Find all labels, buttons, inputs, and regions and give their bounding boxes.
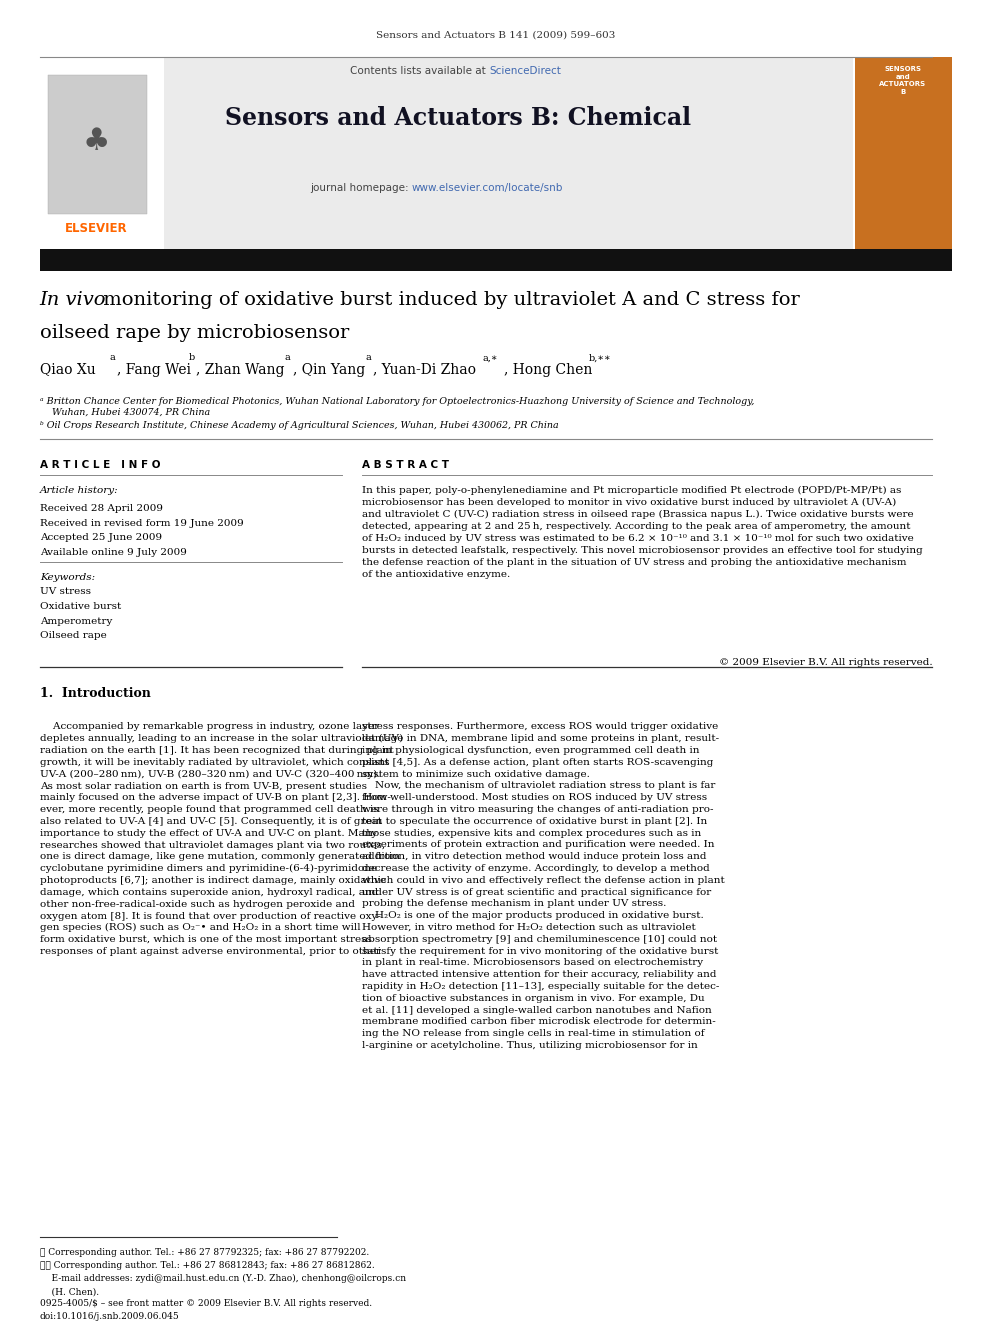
Text: , Fang Wei: , Fang Wei [117, 363, 191, 377]
Text: 1.  Introduction: 1. Introduction [40, 687, 151, 700]
Text: journal homepage:: journal homepage: [310, 183, 412, 193]
Text: In vivo: In vivo [40, 291, 106, 310]
Text: Received 28 April 2009: Received 28 April 2009 [40, 504, 163, 513]
Text: (H. Chen).: (H. Chen). [40, 1287, 99, 1297]
Text: , Yuan-Di Zhao: , Yuan-Di Zhao [373, 363, 476, 377]
Text: stress responses. Furthermore, excess ROS would trigger oxidative
damage in DNA,: stress responses. Furthermore, excess RO… [362, 722, 725, 1050]
Text: E-mail addresses: zydi@mail.hust.edu.cn (Y.-D. Zhao), chenhong@oilcrops.cn: E-mail addresses: zydi@mail.hust.edu.cn … [40, 1274, 406, 1283]
Text: A R T I C L E   I N F O: A R T I C L E I N F O [40, 460, 160, 471]
Text: b: b [188, 353, 194, 363]
Bar [48, 75, 147, 214]
Text: ♣: ♣ [82, 127, 110, 156]
Text: a,∗: a,∗ [482, 353, 498, 363]
Bar [64, 57, 853, 249]
Text: A B S T R A C T: A B S T R A C T [362, 460, 449, 471]
Text: ScienceDirect: ScienceDirect [489, 66, 560, 77]
Text: a: a [285, 353, 291, 363]
Text: ᵇ Oil Crops Research Institute, Chinese Academy of Agricultural Sciences, Wuhan,: ᵇ Oil Crops Research Institute, Chinese … [40, 421, 558, 430]
Text: UV stress: UV stress [40, 587, 90, 597]
Text: www.elsevier.com/locate/snb: www.elsevier.com/locate/snb [412, 183, 563, 193]
Text: Received in revised form 19 June 2009: Received in revised form 19 June 2009 [40, 519, 243, 528]
Text: Keywords:: Keywords: [40, 573, 95, 582]
Text: Accompanied by remarkable progress in industry, ozone layer
depletes annually, l: Accompanied by remarkable progress in in… [40, 722, 403, 957]
Text: Amperometry: Amperometry [40, 617, 112, 626]
Text: Oilseed rape: Oilseed rape [40, 631, 106, 640]
Text: monitoring of oxidative burst induced by ultraviolet A and C stress for: monitoring of oxidative burst induced by… [97, 291, 800, 310]
Text: Available online 9 July 2009: Available online 9 July 2009 [40, 548, 186, 557]
Text: a: a [365, 353, 371, 363]
Text: b,∗∗: b,∗∗ [588, 353, 611, 363]
Text: SENSORS
and
ACTUATORS
B: SENSORS and ACTUATORS B [879, 66, 927, 95]
Text: ⋆ Corresponding author. Tel.: +86 27 87792325; fax: +86 27 87792202.: ⋆ Corresponding author. Tel.: +86 27 877… [40, 1248, 369, 1257]
Text: ᵃ Britton Chance Center for Biomedical Photonics, Wuhan National Laboratory for : ᵃ Britton Chance Center for Biomedical P… [40, 397, 754, 417]
Text: oilseed rape by microbiosensor: oilseed rape by microbiosensor [40, 324, 349, 343]
Bar [40, 249, 952, 271]
Bar [40, 57, 164, 249]
Text: Sensors and Actuators B 141 (2009) 599–603: Sensors and Actuators B 141 (2009) 599–6… [376, 30, 616, 40]
Text: Oxidative burst: Oxidative burst [40, 602, 121, 611]
Text: 0925-4005/$ – see front matter © 2009 Elsevier B.V. All rights reserved.: 0925-4005/$ – see front matter © 2009 El… [40, 1299, 372, 1308]
Text: ⋆⋆ Corresponding author. Tel.: +86 27 86812843; fax: +86 27 86812862.: ⋆⋆ Corresponding author. Tel.: +86 27 86… [40, 1261, 374, 1270]
Text: , Qin Yang: , Qin Yang [293, 363, 365, 377]
Text: Qiao Xu: Qiao Xu [40, 363, 95, 377]
Text: In this paper, poly-o-phenylenediamine and Pt microparticle modified Pt electrod: In this paper, poly-o-phenylenediamine a… [362, 486, 923, 578]
Text: , Zhan Wang: , Zhan Wang [196, 363, 285, 377]
Text: a: a [109, 353, 115, 363]
Text: Sensors and Actuators B: Chemical: Sensors and Actuators B: Chemical [225, 106, 691, 130]
Bar [855, 57, 952, 249]
Text: Article history:: Article history: [40, 486, 118, 495]
Text: doi:10.1016/j.snb.2009.06.045: doi:10.1016/j.snb.2009.06.045 [40, 1312, 180, 1322]
Text: Contents lists available at: Contents lists available at [350, 66, 489, 77]
Text: Accepted 25 June 2009: Accepted 25 June 2009 [40, 533, 162, 542]
Text: , Hong Chen: , Hong Chen [504, 363, 592, 377]
Text: © 2009 Elsevier B.V. All rights reserved.: © 2009 Elsevier B.V. All rights reserved… [719, 658, 932, 667]
Text: ELSEVIER: ELSEVIER [64, 222, 128, 235]
